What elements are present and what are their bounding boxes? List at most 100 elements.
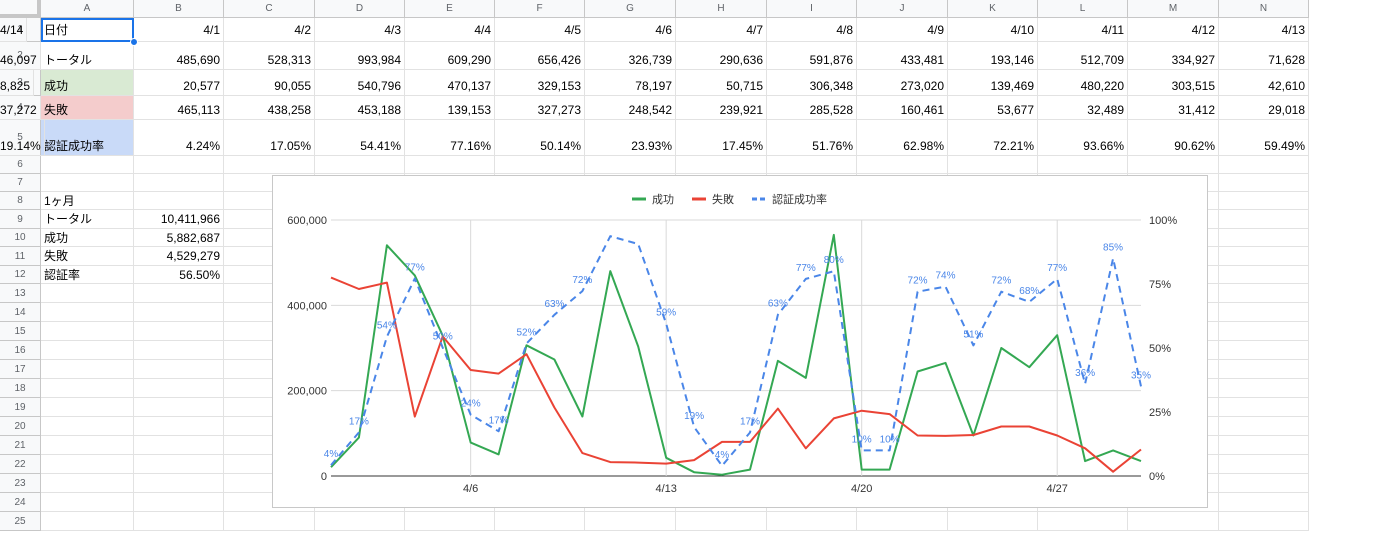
cell-empty[interactable] <box>1219 192 1309 210</box>
cell-value[interactable]: 32,489 <box>1038 96 1128 120</box>
cell-empty[interactable] <box>405 156 495 174</box>
cell-empty[interactable] <box>1128 156 1219 174</box>
cell-empty[interactable] <box>767 156 857 174</box>
row-header[interactable]: 16 <box>0 341 41 360</box>
cell-value[interactable]: 71,628 <box>1219 42 1309 70</box>
cell-value[interactable]: 93.66% <box>1038 120 1128 156</box>
cell-date[interactable]: 4/3 <box>315 18 405 42</box>
cell-empty[interactable] <box>315 512 405 531</box>
row-header[interactable]: 9 <box>0 210 41 229</box>
cell-empty[interactable] <box>134 360 224 379</box>
cell-value[interactable]: 248,542 <box>585 96 676 120</box>
row-header[interactable]: 24 <box>0 493 41 512</box>
cell-value[interactable]: 512,709 <box>1038 42 1128 70</box>
cell-empty[interactable] <box>41 360 134 379</box>
cell-empty[interactable] <box>134 341 224 360</box>
cell-empty[interactable] <box>1219 474 1309 493</box>
cell-value[interactable]: 139,153 <box>405 96 495 120</box>
cell-value[interactable]: 591,876 <box>767 42 857 70</box>
cell-empty[interactable] <box>1038 156 1128 174</box>
cell-date[interactable]: 4/12 <box>1128 18 1219 42</box>
row-header[interactable]: 11 <box>0 247 41 266</box>
cell-empty[interactable] <box>405 512 495 531</box>
cell-empty[interactable] <box>134 322 224 341</box>
select-all-corner[interactable] <box>0 0 41 18</box>
cell-value[interactable]: 290,636 <box>676 42 767 70</box>
row-header[interactable]: 12 <box>0 266 41 284</box>
cell-empty[interactable] <box>1219 247 1309 266</box>
column-header[interactable]: D <box>315 0 405 18</box>
row-header[interactable]: 17 <box>0 360 41 379</box>
cell-value[interactable]: 193,146 <box>948 42 1038 70</box>
cell-value[interactable]: 327,273 <box>495 96 585 120</box>
cell-empty[interactable] <box>857 512 948 531</box>
row-header[interactable]: 22 <box>0 455 41 474</box>
column-header[interactable]: I <box>767 0 857 18</box>
cell-value[interactable]: 465,113 <box>134 96 224 120</box>
summary-title[interactable]: 1ヶ月 <box>41 192 134 210</box>
cell-empty[interactable] <box>1219 266 1309 284</box>
cell-empty[interactable] <box>1219 398 1309 417</box>
row-header[interactable]: 6 <box>0 156 41 174</box>
cell-value[interactable]: 528,313 <box>224 42 315 70</box>
cell-date[interactable]: 4/10 <box>948 18 1038 42</box>
cell-date[interactable]: 4/6 <box>585 18 676 42</box>
cell-value[interactable]: 51.76% <box>767 120 857 156</box>
cell-value[interactable]: 273,020 <box>857 70 948 96</box>
row-header[interactable]: 5 <box>0 120 41 156</box>
line-chart[interactable]: 0 200,000 400,000 600,000 0% 25% 50% 75% 100% 4/6… <box>272 175 1208 508</box>
row-header[interactable]: 23 <box>0 474 41 493</box>
cell-value[interactable]: 23.93% <box>585 120 676 156</box>
summary-label[interactable]: 失敗 <box>41 247 134 266</box>
cell-empty[interactable] <box>1219 455 1309 474</box>
column-header[interactable]: H <box>676 0 767 18</box>
cell-value[interactable]: 656,426 <box>495 42 585 70</box>
cell-empty[interactable] <box>1128 512 1219 531</box>
column-header[interactable]: A <box>41 0 134 18</box>
cell-value[interactable]: 540,796 <box>315 70 405 96</box>
cell-empty[interactable] <box>41 379 134 398</box>
cell-empty[interactable] <box>224 512 315 531</box>
cell-empty[interactable] <box>41 398 134 417</box>
cell-value[interactable]: 90,055 <box>224 70 315 96</box>
cell-value[interactable]: 485,690 <box>134 42 224 70</box>
row-header[interactable]: 21 <box>0 436 41 455</box>
cell-empty[interactable] <box>1219 322 1309 341</box>
cell-value[interactable]: 609,290 <box>405 42 495 70</box>
cell-empty[interactable] <box>1128 493 1219 512</box>
cell-empty[interactable] <box>857 156 948 174</box>
column-header[interactable]: E <box>405 0 495 18</box>
cell-empty[interactable] <box>1219 341 1309 360</box>
column-header[interactable]: C <box>224 0 315 18</box>
cell-date[interactable]: 4/4 <box>405 18 495 42</box>
row-header[interactable]: 13 <box>0 284 41 303</box>
cell-date[interactable]: 4/9 <box>857 18 948 42</box>
cell-date[interactable]: 4/7 <box>676 18 767 42</box>
row-header[interactable]: 25 <box>0 512 41 531</box>
cell-value[interactable]: 17.45% <box>676 120 767 156</box>
cell-empty[interactable] <box>1219 174 1309 192</box>
cell-value[interactable]: 17.05% <box>224 120 315 156</box>
column-header[interactable]: G <box>585 0 676 18</box>
cell-value[interactable]: 53,677 <box>948 96 1038 120</box>
cell-empty[interactable] <box>134 192 224 210</box>
cell-value[interactable]: 72.21% <box>948 120 1038 156</box>
column-header[interactable]: L <box>1038 0 1128 18</box>
cell-empty[interactable] <box>1219 436 1309 455</box>
cell-empty[interactable] <box>134 417 224 436</box>
cell-empty[interactable] <box>315 156 405 174</box>
cell-empty[interactable] <box>134 284 224 303</box>
row-header[interactable]: 3 <box>0 70 41 96</box>
column-header[interactable]: F <box>495 0 585 18</box>
cell-value[interactable]: 78,197 <box>585 70 676 96</box>
summary-label[interactable]: 成功 <box>41 229 134 247</box>
cell-empty[interactable] <box>134 174 224 192</box>
cell-empty[interactable] <box>134 398 224 417</box>
cell-empty[interactable] <box>224 156 315 174</box>
cell-date[interactable]: 4/14 <box>0 18 28 42</box>
cell-empty[interactable] <box>41 174 134 192</box>
cell-value[interactable]: 480,220 <box>1038 70 1128 96</box>
cell-empty[interactable] <box>134 474 224 493</box>
cell-empty[interactable] <box>41 436 134 455</box>
cell-date[interactable]: 4/8 <box>767 18 857 42</box>
